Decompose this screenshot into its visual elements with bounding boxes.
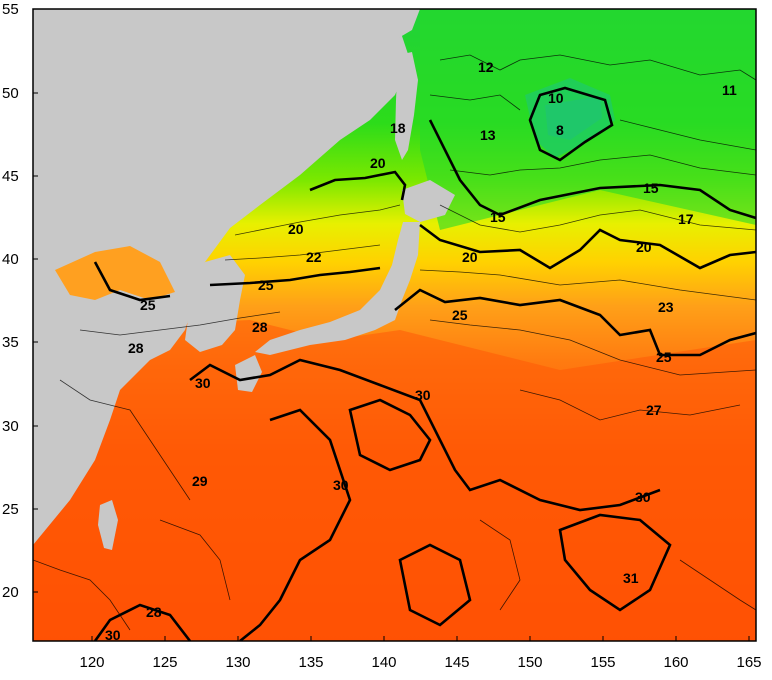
isotherm-25-east	[394, 288, 756, 357]
contour-label-27: 27	[646, 402, 662, 418]
contour-label-17: 17	[678, 211, 694, 227]
isotherm-15	[428, 119, 756, 220]
lon-tick-label: 150	[517, 654, 542, 671]
isotherm-30-south	[239, 408, 352, 641]
contour-label-30: 30	[105, 627, 121, 643]
lat-tick-label: 40	[2, 251, 19, 268]
isotherm-31-region	[558, 513, 672, 612]
lat-tick-label: 50	[2, 85, 19, 102]
lon-tick-label: 155	[590, 654, 615, 671]
contour-label-20: 20	[288, 221, 304, 237]
hokkaido-land	[402, 180, 455, 222]
contour-label-15: 15	[490, 209, 506, 225]
map-frame	[32, 8, 757, 642]
lon-tick-label: 160	[663, 654, 688, 671]
isotherm-30-southwest	[93, 603, 192, 641]
contour-label-20: 20	[370, 155, 386, 171]
contour-label-18: 18	[390, 120, 406, 136]
isotherm-30-main	[189, 358, 661, 512]
isotherm-20-east	[419, 223, 756, 270]
isotherm-30-patch	[398, 543, 472, 627]
bohai-sea	[55, 246, 175, 300]
contour-label-25: 25	[140, 297, 156, 313]
contour-labels: 12 10 8 11 13 18 20 20 20 20 22 15 15 17…	[105, 59, 737, 643]
contour-label-29: 29	[192, 473, 208, 489]
contour-label-13: 13	[480, 127, 496, 143]
isotherm-25-bohai	[93, 261, 171, 302]
contour-label-20: 20	[636, 239, 652, 255]
korean-peninsula-land	[185, 255, 245, 352]
cool-water-region	[420, 9, 756, 230]
lat-tick-marks	[33, 8, 38, 593]
lon-tick-label: 135	[298, 654, 323, 671]
contour-label-8: 8	[556, 122, 564, 138]
contour-label-25: 25	[656, 349, 672, 365]
warm-water-region	[33, 320, 756, 641]
sakhalin-land	[395, 52, 418, 160]
okhotsk-coast-land	[310, 9, 420, 40]
lon-tick-label: 140	[371, 654, 396, 671]
lon-tick-marks	[91, 636, 750, 641]
lat-tick-label: 45	[2, 168, 19, 185]
asian-continent-land	[33, 9, 410, 545]
contour-label-28: 28	[252, 319, 268, 335]
honshu-land	[255, 222, 420, 355]
taiwan-land	[98, 500, 118, 550]
contour-label-11: 11	[722, 82, 737, 98]
lat-tick-label: 30	[2, 418, 19, 435]
isotherm-30-eddy	[348, 398, 432, 472]
contour-label-30: 30	[195, 375, 211, 391]
contour-label-15: 15	[643, 180, 659, 196]
lon-tick-label: 145	[444, 654, 469, 671]
contour-label-22: 22	[306, 249, 322, 265]
contour-label-30: 30	[333, 477, 349, 493]
lon-tick-label: 130	[225, 654, 250, 671]
lon-tick-label: 165	[736, 654, 761, 671]
contour-label-12: 12	[478, 59, 494, 75]
lon-tick-label: 125	[152, 654, 177, 671]
contour-label-20: 20	[462, 249, 478, 265]
contour-label-28: 28	[128, 340, 144, 356]
contour-label-25: 25	[258, 277, 274, 293]
isotherms-major	[93, 86, 756, 641]
lat-tick-label: 55	[2, 1, 19, 18]
contour-label-23: 23	[658, 299, 674, 315]
contour-label-28: 28	[146, 604, 162, 620]
lat-tick-label: 20	[2, 584, 19, 601]
kyushu-land	[235, 355, 262, 392]
lat-axis: 55 50 45 40 35 30 25 20	[2, 1, 19, 601]
lon-tick-label: 120	[79, 654, 104, 671]
lat-tick-label: 35	[2, 334, 19, 351]
contour-label-25: 25	[452, 307, 468, 323]
isotherms-minor	[33, 54, 756, 631]
isotherm-25-west	[209, 266, 381, 287]
isotherm-20-west	[309, 170, 407, 201]
contour-label-30: 30	[635, 489, 651, 505]
lat-tick-label: 25	[2, 501, 19, 518]
isotherm-10	[528, 86, 614, 162]
contour-label-30: 30	[415, 387, 431, 403]
contour-label-10: 10	[548, 90, 564, 106]
contour-label-31: 31	[623, 570, 639, 586]
lon-axis: 120 125 130 135 140 145 150 155 160 165	[79, 654, 761, 671]
